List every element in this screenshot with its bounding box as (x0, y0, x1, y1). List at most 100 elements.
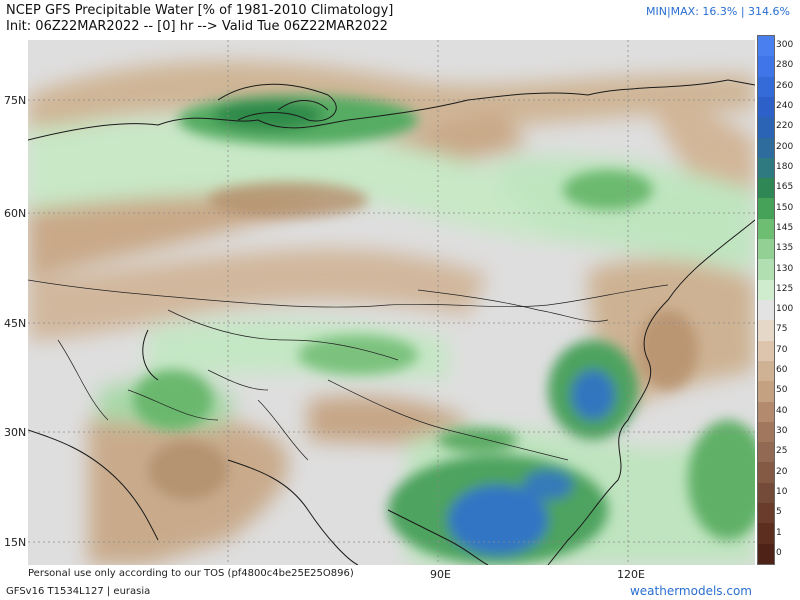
graticule (28, 40, 755, 565)
colorbar-label: 240 (776, 101, 794, 112)
coastline-novaya-zemlya (277, 100, 329, 111)
coastline-barents (217, 83, 337, 122)
colorbar-label: 220 (776, 121, 794, 132)
colorbar-segment (758, 523, 774, 545)
anomaly-high-band-siberia (498, 156, 755, 270)
colorbar-label: 260 (776, 80, 794, 91)
coastline-caspian (142, 329, 159, 381)
precip-anomaly-field (28, 61, 755, 565)
anomaly-core-barents-inner (213, 100, 323, 130)
anomaly-low-band-arctic (28, 61, 755, 135)
colorbar-segment (758, 279, 774, 301)
coastline-arctic (28, 79, 755, 141)
coastline-pacific (547, 219, 755, 565)
anomaly-high-band-north (28, 118, 628, 243)
border-mongolia (417, 289, 609, 322)
anomaly-core-pacific (688, 420, 755, 540)
colorbar-label: 130 (776, 263, 794, 274)
colorbar-label: 5 (776, 507, 782, 518)
colorbar-label: 300 (776, 40, 794, 51)
init-valid-line: Init: 06Z22MAR2022 -- [0] hr --> Valid T… (6, 19, 388, 34)
colorbar-label: 125 (776, 283, 794, 294)
colorbar-label: 70 (776, 344, 788, 355)
lat-label-15n: 15N (4, 536, 27, 549)
lon-label-120e: 120E (617, 568, 645, 581)
precip-anomaly-core (133, 95, 755, 565)
lon-label-90e: 90E (430, 568, 451, 581)
colorbar-label: 25 (776, 446, 788, 457)
border-iran (127, 389, 219, 421)
colorbar-label: 100 (776, 304, 794, 315)
colorbar-segment (758, 157, 774, 179)
anomaly-core-central-asia (298, 335, 418, 375)
colorbar-label: 165 (776, 182, 794, 193)
anomaly-core-iran (133, 370, 213, 430)
colorbar-label: 200 (776, 141, 794, 152)
border-russia-south (28, 279, 669, 308)
colorbar-segment (758, 218, 774, 240)
colorbar-label: 30 (776, 426, 788, 436)
colorbar-segment (758, 340, 774, 362)
colorbar-segment (758, 300, 774, 321)
anomaly-peak-china (571, 370, 615, 420)
min-max-readout: MIN|MAX: 16.3% | 314.6% (645, 5, 790, 18)
anomaly-core-siberia (563, 170, 653, 210)
colorbar-segment (758, 421, 774, 443)
colorbar-label: 60 (776, 365, 788, 376)
lat-label-75n: 75N (4, 94, 27, 107)
colorbar-label: 280 (776, 60, 794, 71)
colorbar-label: 0 (776, 547, 782, 558)
model-info: GFSv16 T1534L127 | eurasia (6, 586, 151, 597)
colorbar-segment (758, 56, 774, 78)
anomaly-trough-japan-sea (638, 310, 698, 390)
coastlines (28, 79, 755, 565)
coastline-india (227, 459, 359, 565)
anomaly-trough-west-siberia (208, 182, 368, 218)
colorbar-segment (758, 76, 774, 98)
colorbar-segment (758, 503, 774, 524)
colorbar-segment (758, 360, 774, 382)
colorbar (757, 35, 775, 565)
colorbar-segment (758, 442, 774, 463)
colorbar-label: 1 (776, 527, 782, 538)
colorbar-segment (758, 543, 774, 565)
brand-logo-text: weathermodels.com (629, 584, 752, 598)
precipitable-water-map (28, 40, 755, 565)
colorbar-label: 75 (776, 324, 788, 335)
colorbar-label: 20 (776, 466, 788, 477)
coastline-bay-of-bengal (387, 509, 489, 565)
colorbar-segment (758, 381, 774, 403)
colorbar-segment (758, 320, 774, 342)
colorbar-segment (758, 137, 774, 159)
anomaly-peak-indochina (523, 470, 573, 500)
country-borders (28, 279, 669, 461)
colorbar-label: 40 (776, 405, 788, 416)
lat-label-30n: 30N (4, 426, 27, 439)
border-west (57, 339, 109, 421)
border-pakistan-india (257, 399, 309, 461)
colorbar-label: 135 (776, 243, 794, 254)
colorbar-segment (758, 198, 774, 220)
colorbar-segment (758, 401, 774, 423)
coastline-arabia (28, 429, 159, 541)
colorbar-segment (758, 239, 774, 260)
border-kazakhstan (167, 309, 399, 361)
lat-label-45n: 45N (4, 317, 27, 330)
colorbar-segment (758, 96, 774, 118)
colorbar-label: 145 (776, 222, 794, 233)
colorbar-segment (758, 259, 774, 281)
colorbar-segment (758, 462, 774, 484)
anomaly-core-tibet (438, 428, 518, 452)
anomaly-low-band-central (28, 248, 488, 340)
lat-label-60n: 60N (4, 207, 27, 220)
tos-notice: Personal use only according to our TOS (… (28, 568, 354, 579)
colorbar-segment (758, 36, 774, 57)
anomaly-trough-arabia (148, 440, 228, 500)
colorbar-label: 50 (776, 385, 788, 396)
border-china-south (327, 379, 569, 461)
colorbar-segment (758, 178, 774, 199)
colorbar-segment (758, 482, 774, 504)
map-title: NCEP GFS Precipitable Water [% of 1981-2… (6, 3, 394, 18)
border-afghanistan (207, 369, 269, 391)
colorbar-label: 10 (776, 486, 788, 497)
